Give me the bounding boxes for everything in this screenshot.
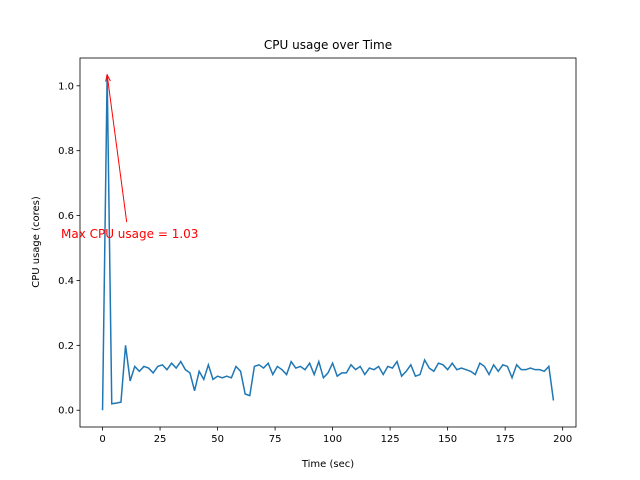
x-tick-label: 175: [496, 434, 515, 445]
x-axis-label: Time (sec): [301, 459, 354, 470]
y-tick-label: 0.0: [58, 406, 74, 417]
data-line: [101, 74, 555, 411]
plot-frame: [79, 57, 577, 428]
y-axis-label: CPU usage (cores): [31, 196, 42, 288]
annotation-arrowhead: [105, 73, 111, 82]
x-tick-label: 150: [438, 434, 457, 445]
chart-title: CPU usage over Time: [264, 38, 392, 52]
x-tick-label: 125: [381, 434, 400, 445]
x-tick-label: 0: [99, 434, 105, 445]
x-tick-label: 25: [154, 434, 167, 445]
y-tick-label: 1.0: [58, 81, 74, 92]
x-tick-label: 50: [211, 434, 224, 445]
annotation-arrow: [106, 74, 128, 223]
x-tick-label: 100: [323, 434, 342, 445]
x-tick-label: 75: [269, 434, 282, 445]
annotation-text: Max CPU usage = 1.03: [61, 227, 198, 241]
y-tick-label: 0.2: [58, 341, 74, 352]
y-tick-label: 0.4: [58, 276, 74, 287]
y-tick-label: 0.6: [58, 211, 74, 222]
x-tick-label: 200: [553, 434, 572, 445]
y-tick-label: 0.8: [58, 146, 74, 157]
